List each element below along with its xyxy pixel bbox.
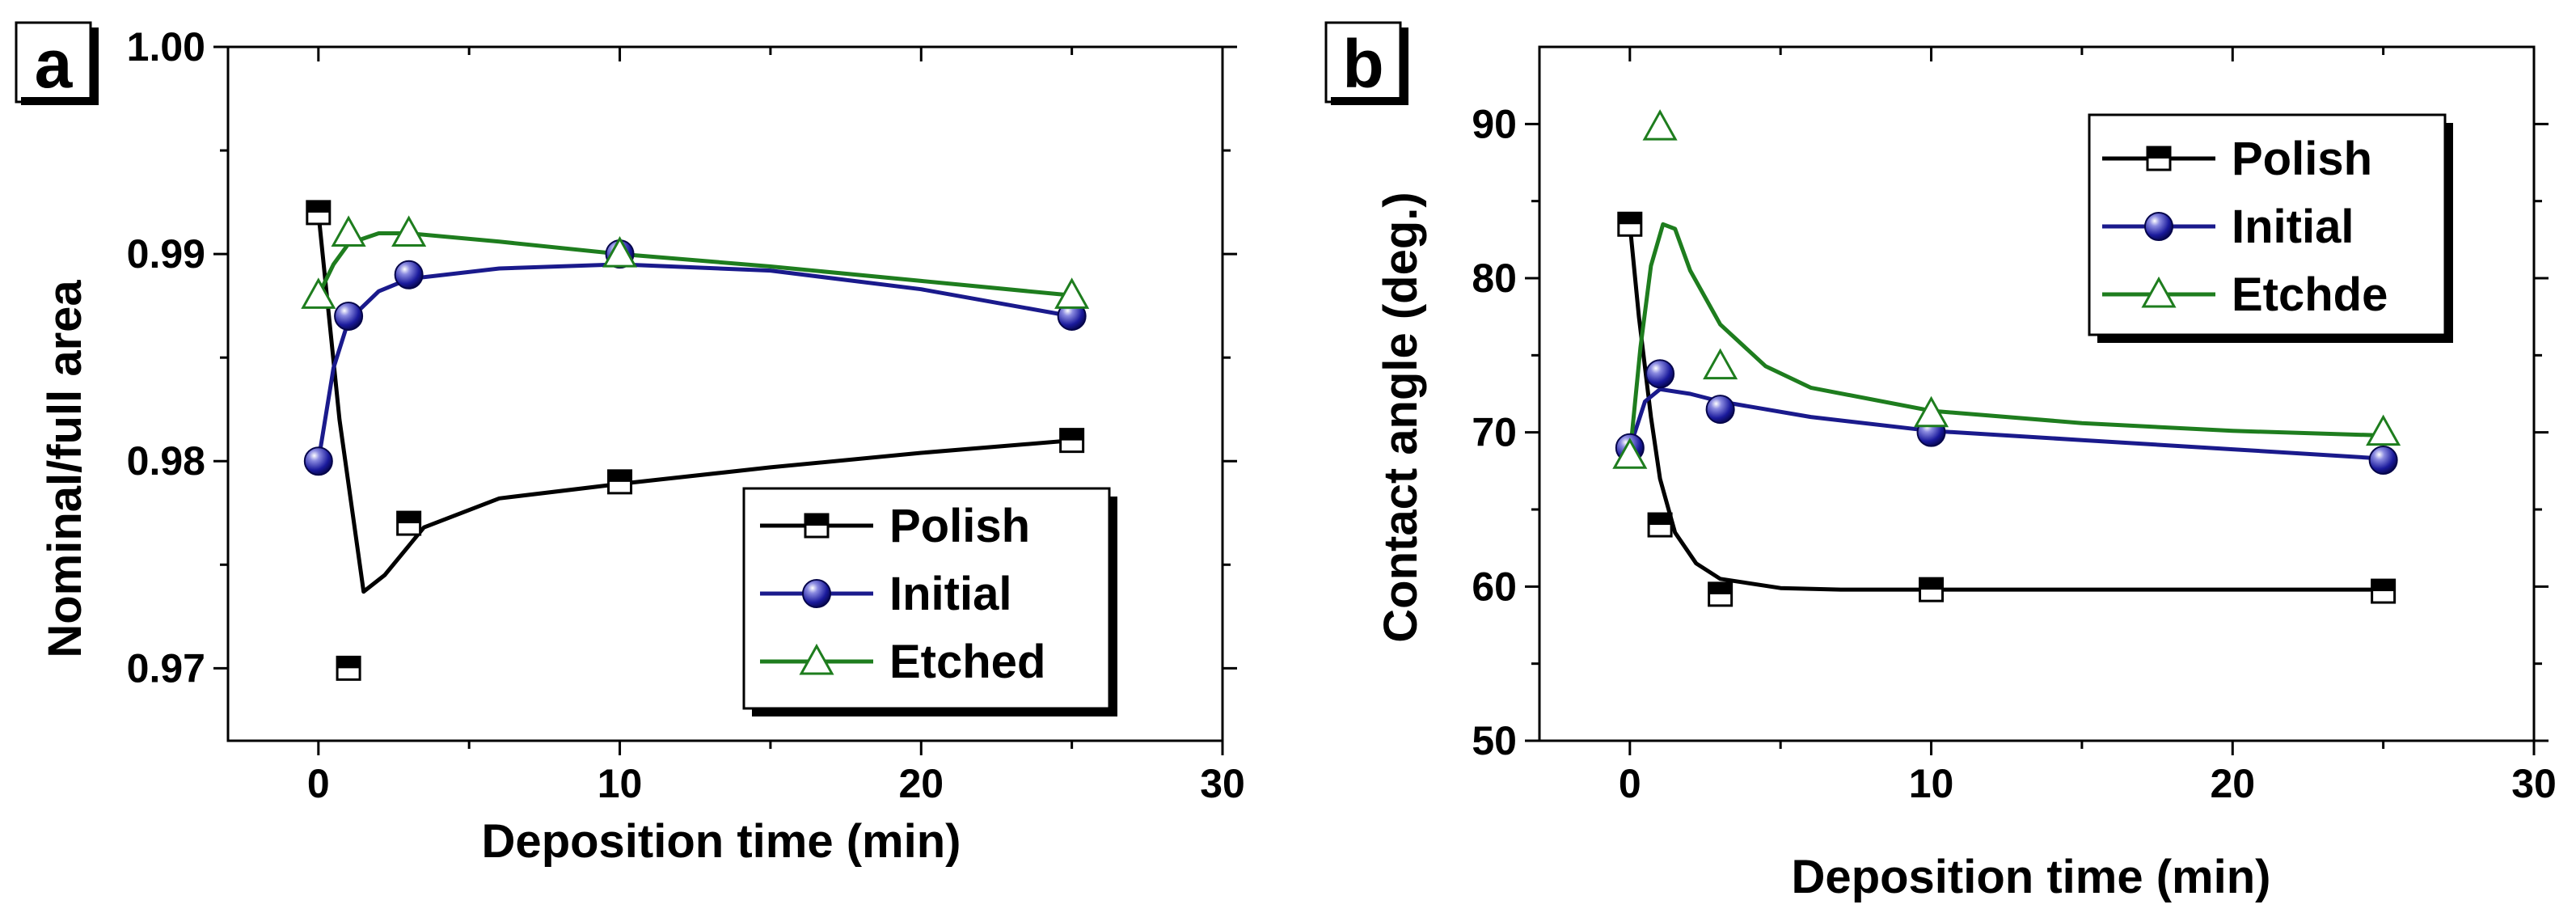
data-point-etchde-b <box>2366 414 2401 446</box>
x-tick-label-b: 30 <box>2511 761 2557 806</box>
x-tick-label-a: 30 <box>1200 761 1245 806</box>
legend-label-polish-a: Polish <box>889 500 1030 552</box>
data-point-polish-a <box>607 469 633 495</box>
series-line-polish-a <box>316 210 1075 594</box>
data-point-polish-b <box>1708 581 1734 607</box>
y-tick-label-a: 0.99 <box>127 231 205 277</box>
data-point-polish-a <box>336 655 361 681</box>
x-tick-label-b: 0 <box>1619 761 1641 806</box>
data-point-initial-a <box>394 260 424 290</box>
data-point-initial-a <box>303 446 333 476</box>
legend-entries-b: Polish Initial Etchde <box>2102 133 2388 321</box>
x-axis-title-b: Deposition time (min) <box>1792 851 2271 903</box>
ticks-a: 0 10 20 30 0.97 0.98 0.99 1.00 <box>127 24 1245 806</box>
data-point-initial-a <box>334 301 364 331</box>
y-tick-label-a: 0.97 <box>127 645 205 691</box>
plot-frame-b <box>1538 45 2536 742</box>
data-point-etchde-b <box>1703 348 1738 380</box>
legend-marker-etched-a <box>799 643 834 675</box>
panel-letter-a: a <box>35 26 74 102</box>
data-point-etched-a <box>331 215 366 247</box>
series-line-initial-a <box>316 262 1075 463</box>
data-point-initial-b <box>2368 445 2398 475</box>
y-axis-title-a: Nominal/full area <box>39 280 91 658</box>
legend-marker-initial-a <box>802 579 831 608</box>
data-point-polish-b <box>2371 578 2397 604</box>
data-point-etched-a <box>391 215 427 247</box>
panel-letter-b: b <box>1342 26 1383 102</box>
data-point-initial-b <box>1705 395 1735 425</box>
y-tick-label-a: 1.00 <box>127 24 205 70</box>
y-tick-label-b: 70 <box>1472 410 1517 455</box>
data-point-polish-b <box>1919 577 1945 602</box>
x-tick-label-a: 0 <box>307 761 330 806</box>
data-point-etched-a <box>602 236 638 268</box>
data-point-etched-a <box>301 277 336 309</box>
markers-a <box>301 200 1090 681</box>
legend-label-initial-b: Initial <box>2232 201 2354 253</box>
x-tick-label-a: 20 <box>898 761 944 806</box>
curves-b <box>1628 222 2386 592</box>
x-axis-title-a: Deposition time (min) <box>482 815 961 868</box>
ticks-b: 0 10 20 30 50 60 70 80 90 <box>1472 47 2557 806</box>
data-point-etched-a <box>1054 277 1090 309</box>
legend-label-etchde-b: Etchde <box>2232 268 2388 321</box>
legend-a: Polish Initial Etched <box>742 487 1117 716</box>
series-line-initial-b <box>1628 387 2386 461</box>
data-point-etchde-b <box>1913 395 1949 428</box>
x-tick-label-a: 10 <box>598 761 643 806</box>
data-point-polish-b <box>1617 211 1643 237</box>
data-point-etchde-b <box>1642 109 1678 141</box>
legend-marker-polish-b <box>2146 146 2172 171</box>
y-tick-label-a: 0.98 <box>127 438 205 484</box>
legend-label-polish-b: Polish <box>2232 133 2372 185</box>
curves-a <box>316 210 1075 594</box>
y-axis-title-b: Contact angle (deg.) <box>1375 192 1427 642</box>
panel-b: b Contact angle (deg.) Deposition time (… <box>1324 21 2557 903</box>
legend-b: Polish Initial Etchde <box>2088 113 2453 343</box>
plot-frame-a <box>226 45 1224 742</box>
y-tick-label-b: 50 <box>1472 718 1517 763</box>
legend-marker-polish-a <box>804 513 830 539</box>
data-point-polish-a <box>1059 428 1085 454</box>
data-point-initial-b <box>1645 359 1675 389</box>
markers-b <box>1612 109 2401 607</box>
panel-letter-a-box: a <box>15 21 99 105</box>
data-point-polish-a <box>306 200 332 226</box>
x-tick-label-b: 10 <box>1909 761 1954 806</box>
legend-marker-initial-b <box>2144 212 2173 241</box>
legend-label-initial-a: Initial <box>889 568 1011 620</box>
x-tick-label-b: 20 <box>2210 761 2255 806</box>
series-line-etched-a <box>316 231 1075 298</box>
data-point-etchde-b <box>1612 437 1648 469</box>
y-tick-label-b: 60 <box>1472 564 1517 609</box>
y-tick-label-b: 80 <box>1472 256 1517 301</box>
data-point-polish-b <box>1647 512 1673 538</box>
data-point-polish-a <box>396 510 422 536</box>
panel-letter-b-box: b <box>1324 21 1408 105</box>
legend-marker-etchde-b <box>2141 276 2177 308</box>
panel-a: a Nominal/full area Deposition time (min… <box>15 21 1245 868</box>
series-line-polish-b <box>1628 222 2386 592</box>
y-tick-label-b: 90 <box>1472 101 1517 146</box>
legend-entries-a: Polish Initial Etched <box>760 500 1045 688</box>
series-line-etchde-b <box>1628 222 2386 458</box>
legend-label-etched-a: Etched <box>889 636 1045 688</box>
